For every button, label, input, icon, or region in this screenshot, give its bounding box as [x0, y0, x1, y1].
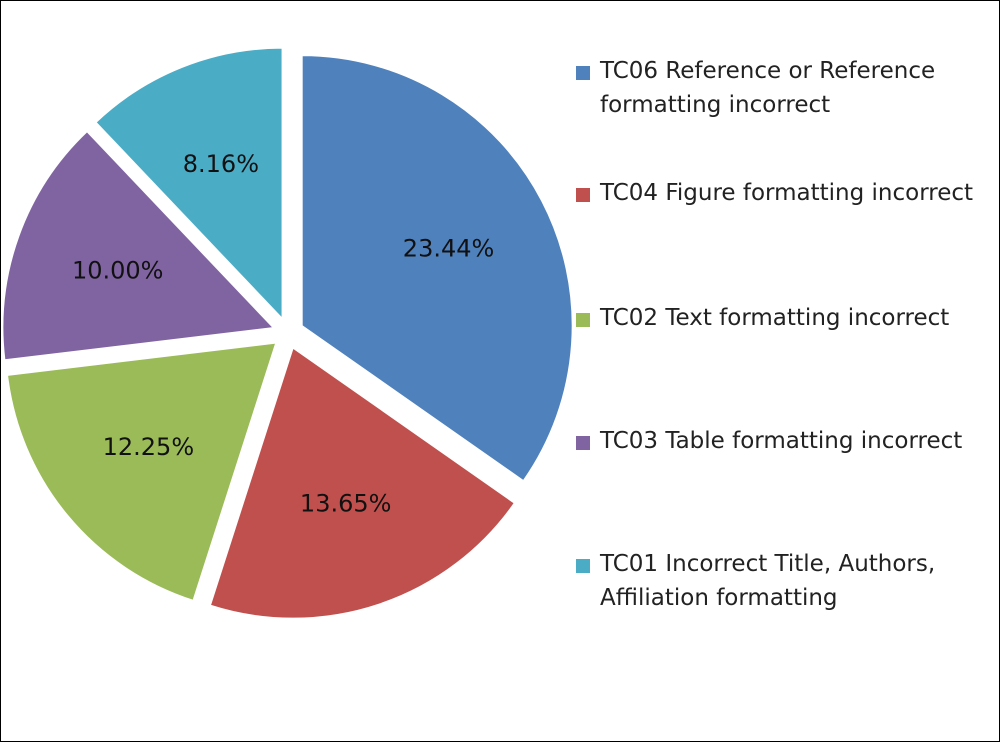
legend-item-tc03: TC03 Table formatting incorrect	[576, 424, 996, 458]
legend-label-tc04: TC04 Figure formatting incorrect	[600, 180, 974, 206]
pie-slice-tc06	[301, 55, 573, 482]
data-label-tc01: 8.16%	[183, 150, 259, 178]
legend-label-tc02: TC02 Text formatting incorrect	[600, 305, 950, 331]
pie-slice-tc01	[95, 47, 283, 320]
pie-slice-tc03	[2, 131, 274, 361]
legend-item-tc02: TC02 Text formatting incorrect	[576, 301, 996, 335]
pie-slice-tc02	[7, 342, 277, 601]
data-label-tc06: 23.44%	[403, 234, 495, 262]
legend-swatch-tc01	[576, 559, 590, 573]
data-label-tc03: 10.00%	[72, 257, 164, 285]
data-label-tc02: 12.25%	[103, 433, 195, 461]
legend-item-tc06: TC06 Reference or Reference formatting i…	[576, 54, 996, 122]
legend-label-tc03: TC03 Table formatting incorrect	[600, 428, 963, 454]
pie-slice-tc04	[209, 347, 515, 619]
legend-swatch-tc04	[576, 188, 590, 202]
data-label-tc04: 13.65%	[300, 490, 392, 518]
legend-swatch-tc02	[576, 313, 590, 327]
legend-swatch-tc03	[576, 436, 590, 450]
legend-label-tc06: TC06 Reference or Reference formatting i…	[600, 58, 936, 118]
legend-item-tc04: TC04 Figure formatting incorrect	[576, 176, 996, 210]
legend-label-tc01: TC01 Incorrect Title, Authors, Affiliati…	[600, 551, 936, 611]
legend-swatch-tc06	[576, 66, 590, 80]
legend-item-tc01: TC01 Incorrect Title, Authors, Affiliati…	[576, 547, 996, 615]
